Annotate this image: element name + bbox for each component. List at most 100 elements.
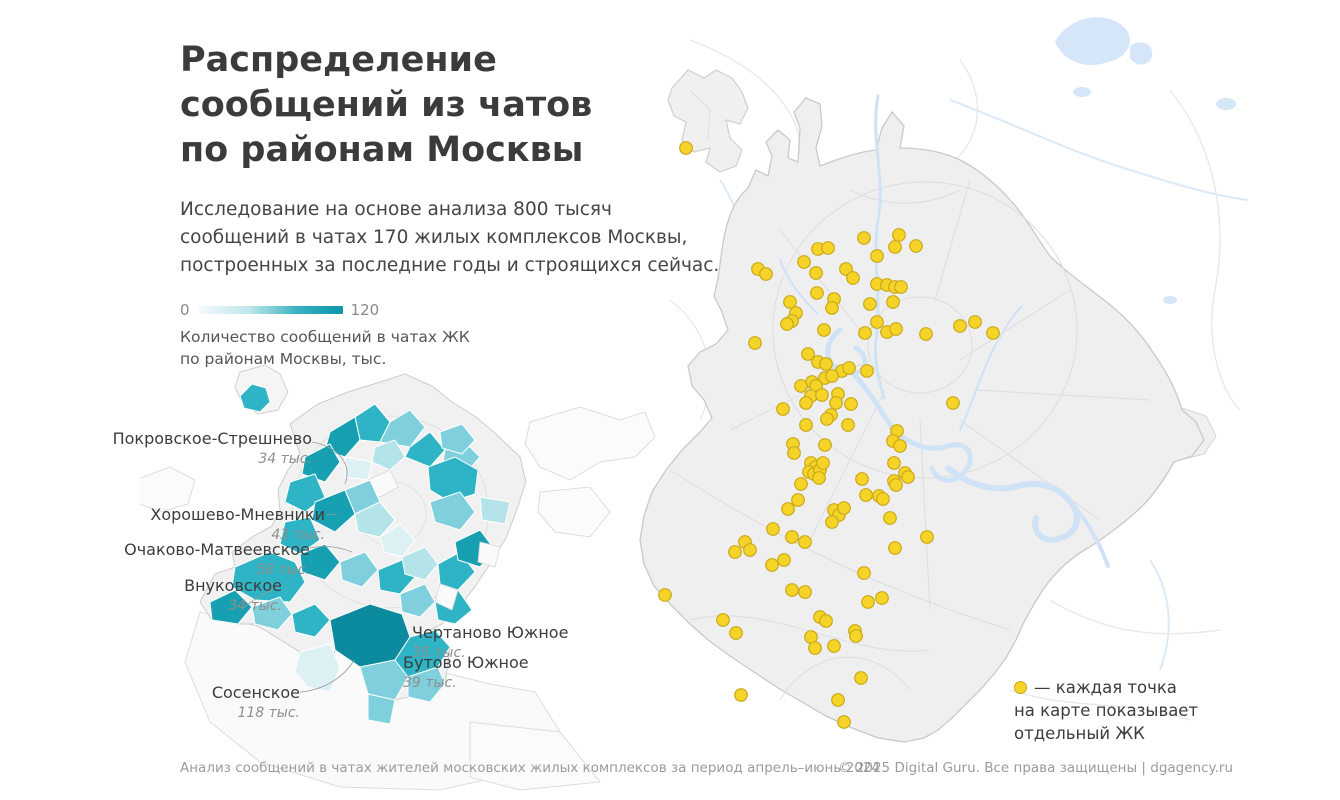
zk-dot [849,629,863,643]
moscow-silhouette [639,97,1205,743]
zk-dot [870,315,884,329]
zk-dot [780,317,794,331]
zk-dot [829,396,843,410]
zk-dot [748,336,762,350]
page-title: Распределение сообщений из чатов по райо… [180,40,593,170]
zk-dot [827,639,841,653]
zk-dot [919,327,933,341]
zk-dot [817,323,831,337]
zk-dot [883,511,897,525]
zk-dot [863,297,877,311]
zk-dot [886,295,900,309]
zk-dot [825,515,839,529]
zk-dot [859,488,873,502]
zk-dot [825,369,839,383]
zk-dot [857,566,871,580]
zk-dot [861,595,875,609]
zk-dot [776,402,790,416]
zk-dot [759,267,773,281]
page-subtitle: Исследование на основе анализа 800 тысяч… [180,199,720,276]
zk-dot [783,295,797,309]
dot-map-legend: — каждая точка на карте показывает отдел… [1014,678,1199,743]
zk-dot [716,613,730,627]
scale-max-label: 120 [350,301,380,319]
zk-dot [901,470,915,484]
zk-dot [809,266,823,280]
zk-dot [798,535,812,549]
district-label-ochakovo: Очаково-Матвеевское 58 тыс. [124,540,310,579]
scale-caption: Количество сообщений в чатах ЖК по район… [180,328,470,368]
zk-dot [968,315,982,329]
zk-dot [819,614,833,628]
zk-dot [794,477,808,491]
zk-dot [728,545,742,559]
zk-dot [743,543,757,557]
zk-dot [679,141,693,155]
zk-dot [766,522,780,536]
zk-dot [808,641,822,655]
zk-dot [785,583,799,597]
zk-dot [839,262,853,276]
zk-dot [842,361,856,375]
zk-dot [831,693,845,707]
zk-dot [729,626,743,640]
zk-dot [889,478,903,492]
zk-dot [819,357,833,371]
zk-dot [875,591,889,605]
choropleth-cells [209,403,511,725]
zk-dot [825,301,839,315]
zk-dot [876,492,890,506]
district-label-butovo: Бутово Южное 39 тыс. [403,653,529,692]
zk-dot [794,379,808,393]
district-label-pokrovskoe: Покровское-Стрешнево 34 тыс. [112,429,312,468]
zk-dot [889,322,903,336]
zk-dot [837,715,851,729]
color-gradient-bar [197,306,343,314]
zk-dot [888,240,902,254]
zk-dot [857,231,871,245]
color-scale-legend: 0 120 Количество сообщений в чатах ЖК по… [180,301,470,370]
zk-dot [818,438,832,452]
zk-dot [821,241,835,255]
zk-dot [658,588,672,602]
zk-dot [816,456,830,470]
district-label-khoroshevo: Хорошево-Мневники 43 тыс. [150,505,325,544]
moskva-river [779,94,1110,568]
zk-dot [888,541,902,555]
label-leader-lines [241,441,355,693]
zk-dot [844,397,858,411]
legend-dot-icon [1014,681,1027,694]
zk-dot [946,396,960,410]
zk-dot [909,239,923,253]
scale-min-label: 0 [180,301,190,319]
zk-dot [810,286,824,300]
zk-dot [799,396,813,410]
zk-dot [820,412,834,426]
zk-dot [799,418,813,432]
zk-dot [837,501,851,515]
zk-dot [801,347,815,361]
zk-dot [785,530,799,544]
zk-dot [887,456,901,470]
zk-dot [798,585,812,599]
right-dot-map [639,17,1249,743]
zk-dot [858,326,872,340]
zk-dot [870,249,884,263]
zk-dot [812,471,826,485]
zk-dot [765,558,779,572]
zk-dot [854,671,868,685]
zk-dot [893,439,907,453]
footer-source-note: Анализ сообщений в чатах жителей московс… [180,760,880,776]
footer-copyright: © 2025 Digital Guru. Все права защищены … [838,760,1233,776]
zk-dot [734,688,748,702]
zk-dot [920,530,934,544]
district-label-chertanovo: Чертаново Южное 35 тыс. [412,623,569,662]
zk-dot [860,364,874,378]
zk-dot [787,446,801,460]
zk-dot [777,553,791,567]
zk-dot [846,271,860,285]
zk-dot [797,255,811,269]
zk-dot [781,502,795,516]
district-label-sosenskoe: Сосенское 118 тыс. [211,683,300,722]
